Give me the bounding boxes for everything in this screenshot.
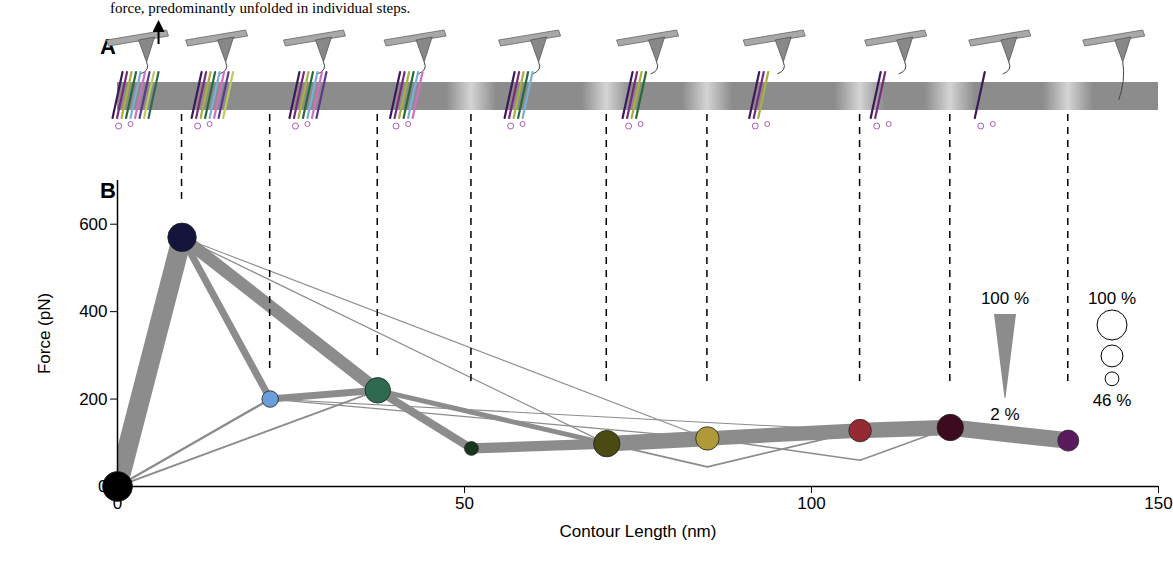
svg-text:100 %: 100 %	[981, 289, 1029, 308]
svg-text:A: A	[100, 34, 116, 59]
svg-text:100: 100	[797, 494, 825, 513]
svg-text:0: 0	[113, 494, 122, 513]
svg-text:400: 400	[79, 302, 107, 321]
svg-text:200: 200	[79, 390, 107, 409]
svg-text:150: 150	[1144, 494, 1172, 513]
svg-text:B: B	[100, 178, 116, 203]
svg-text:600: 600	[79, 215, 107, 234]
svg-text:0: 0	[98, 477, 107, 496]
svg-text:2 %: 2 %	[990, 405, 1019, 424]
svg-text:Contour Length (nm): Contour Length (nm)	[560, 522, 717, 541]
svg-text:50: 50	[455, 494, 474, 513]
svg-text:Force (pN): Force (pN)	[35, 293, 54, 374]
html-text:force, predominantly unfolded: force, predominantly unfolded in individ…	[110, 0, 411, 16]
svg-text:46 %: 46 %	[1093, 391, 1132, 410]
svg-text:100 %: 100 %	[1088, 289, 1136, 308]
